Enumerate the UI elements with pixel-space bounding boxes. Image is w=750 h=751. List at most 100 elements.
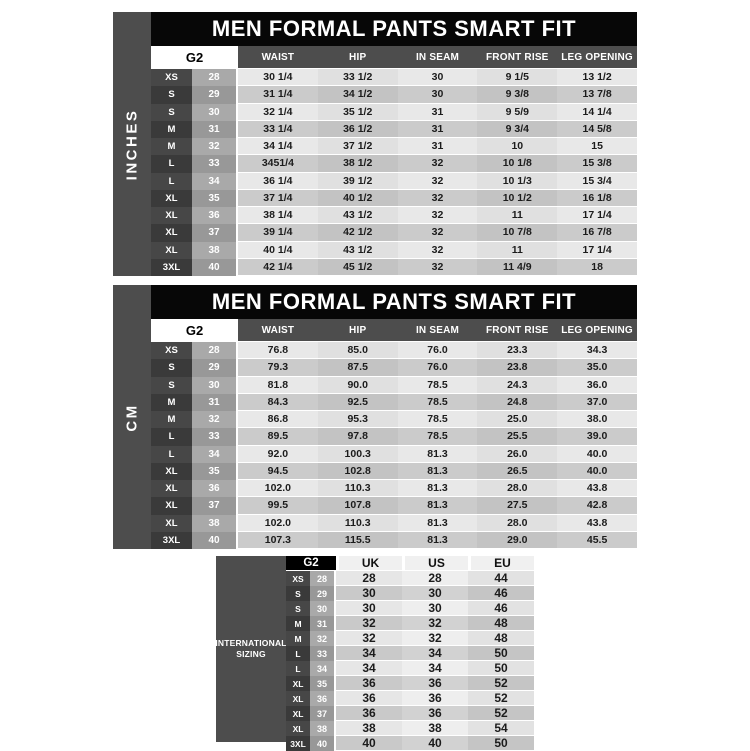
table-row: XL 37 36 36 52 — [286, 706, 534, 721]
group-header-g2: G2 — [286, 556, 336, 570]
value-cell: 32 1/4 — [238, 103, 318, 121]
value-cell: 17 1/4 — [557, 241, 637, 259]
value-cell: 32 — [402, 631, 468, 646]
column-header-eu: EU — [468, 556, 534, 570]
value-cell: 9 3/8 — [477, 86, 558, 104]
table-row: L 33 3451/4 38 1/2 32 10 1/8 15 3/8 — [151, 155, 637, 173]
value-cell: 34 1/4 — [238, 138, 318, 156]
value-cell: 37 1/2 — [317, 138, 398, 156]
size-label-cell: XL — [151, 514, 192, 532]
value-cell: 35 1/2 — [317, 103, 398, 121]
value-cell: 81.8 — [238, 376, 318, 394]
value-cell: 11 4/9 — [477, 258, 558, 276]
value-cell: 32 — [397, 224, 478, 242]
value-cell: 30 — [402, 586, 468, 601]
value-cell: 28 — [336, 571, 402, 586]
size-label-cell: XS — [151, 69, 192, 87]
value-cell: 38.0 — [557, 411, 637, 429]
value-cell: 52 — [468, 706, 534, 721]
size-label-cell: L — [286, 661, 310, 676]
value-cell: 16 7/8 — [557, 224, 637, 242]
table-row: S 30 32 1/4 35 1/2 31 9 5/9 14 1/4 — [151, 103, 637, 121]
value-cell: 86.8 — [238, 411, 318, 429]
value-cell: 102.8 — [317, 462, 398, 480]
size-label-cell: XS — [286, 571, 310, 586]
inches-size-table: INCHES MEN FORMAL PANTS SMART FIT G2 WAI… — [113, 12, 637, 276]
size-label-cell: M — [286, 616, 310, 631]
size-label-cell: L — [151, 428, 192, 446]
size-label-cell: L — [286, 646, 310, 661]
value-cell: 38 1/4 — [238, 207, 318, 225]
size-number-cell: 33 — [192, 428, 238, 446]
value-cell: 9 3/4 — [477, 120, 558, 138]
value-cell: 107.8 — [317, 497, 398, 515]
value-cell: 84.3 — [238, 393, 318, 411]
value-cell: 24.8 — [477, 393, 558, 411]
value-cell: 110.3 — [317, 514, 398, 532]
value-cell: 45.5 — [557, 531, 637, 549]
size-number-cell: 34 — [310, 661, 336, 676]
table-header-row: G2 UK US EU — [286, 556, 534, 571]
value-cell: 52 — [468, 691, 534, 706]
column-header-waist: WAIST — [238, 319, 318, 341]
size-number-cell: 32 — [192, 411, 238, 429]
value-cell: 40.0 — [557, 445, 637, 463]
value-cell: 11 — [477, 241, 558, 259]
value-cell: 25.0 — [477, 411, 558, 429]
value-cell: 28.0 — [477, 514, 558, 532]
value-cell: 81.3 — [397, 445, 478, 463]
value-cell: 32 — [397, 241, 478, 259]
table-header-row: G2 WAIST HIP IN SEAM FRONT RISE LEG OPEN… — [151, 46, 637, 69]
table-row: XL 38 102.0 110.3 81.3 28.0 43.8 — [151, 514, 637, 532]
table-row: S 29 30 30 46 — [286, 586, 534, 601]
table-row: XL 37 39 1/4 42 1/2 32 10 7/8 16 7/8 — [151, 224, 637, 242]
table-row: M 31 33 1/4 36 1/2 31 9 3/4 14 5/8 — [151, 120, 637, 138]
size-label-cell: 3XL — [151, 258, 192, 276]
size-number-cell: 40 — [310, 736, 336, 751]
size-label-cell: M — [151, 120, 192, 138]
value-cell: 29.0 — [477, 531, 558, 549]
size-label-cell: XL — [151, 480, 192, 498]
size-number-cell: 36 — [192, 480, 238, 498]
value-cell: 28.0 — [477, 480, 558, 498]
value-cell: 3451/4 — [238, 155, 318, 173]
value-cell: 23.8 — [477, 359, 558, 377]
value-cell: 30 — [402, 601, 468, 616]
value-cell: 34.3 — [557, 342, 637, 360]
value-cell: 54 — [468, 721, 534, 736]
value-cell: 13 1/2 — [557, 69, 637, 87]
table-row: M 32 34 1/4 37 1/2 31 10 15 — [151, 138, 637, 156]
column-header-hip: HIP — [317, 319, 398, 341]
value-cell: 102.0 — [238, 480, 318, 498]
table-row: 3XL 40 42 1/4 45 1/2 32 11 4/9 18 — [151, 258, 637, 276]
value-cell: 40 1/2 — [317, 189, 398, 207]
size-label-cell: S — [151, 103, 192, 121]
group-header-g2: G2 — [151, 319, 238, 341]
inches-table-rows: XS 28 30 1/4 33 1/2 30 9 1/5 13 1/2 S 29 31 1/4 34… — [151, 69, 637, 276]
table-row: L 34 92.0 100.3 81.3 26.0 40.0 — [151, 445, 637, 463]
size-label-cell: S — [151, 376, 192, 394]
column-header-front-rise: FRONT RISE — [477, 319, 558, 341]
value-cell: 32 — [402, 616, 468, 631]
size-label-cell: XL — [286, 676, 310, 691]
value-cell: 97.8 — [317, 428, 398, 446]
value-cell: 32 — [397, 189, 478, 207]
value-cell: 39.0 — [557, 428, 637, 446]
value-cell: 34 — [402, 646, 468, 661]
table-row: M 31 84.3 92.5 78.5 24.8 37.0 — [151, 393, 637, 411]
value-cell: 36.0 — [557, 376, 637, 394]
value-cell: 36 — [336, 691, 402, 706]
size-label-cell: S — [151, 86, 192, 104]
size-label-cell: M — [151, 411, 192, 429]
size-number-cell: 37 — [192, 497, 238, 515]
value-cell: 81.3 — [397, 480, 478, 498]
table-row: S 30 81.8 90.0 78.5 24.3 36.0 — [151, 376, 637, 394]
size-label-cell: M — [151, 138, 192, 156]
size-label-cell: XL — [151, 189, 192, 207]
value-cell: 43.8 — [557, 514, 637, 532]
value-cell: 81.3 — [397, 531, 478, 549]
table-row: XL 37 99.5 107.8 81.3 27.5 42.8 — [151, 497, 637, 515]
value-cell: 81.3 — [397, 514, 478, 532]
size-number-cell: 34 — [192, 445, 238, 463]
value-cell: 78.5 — [397, 393, 478, 411]
